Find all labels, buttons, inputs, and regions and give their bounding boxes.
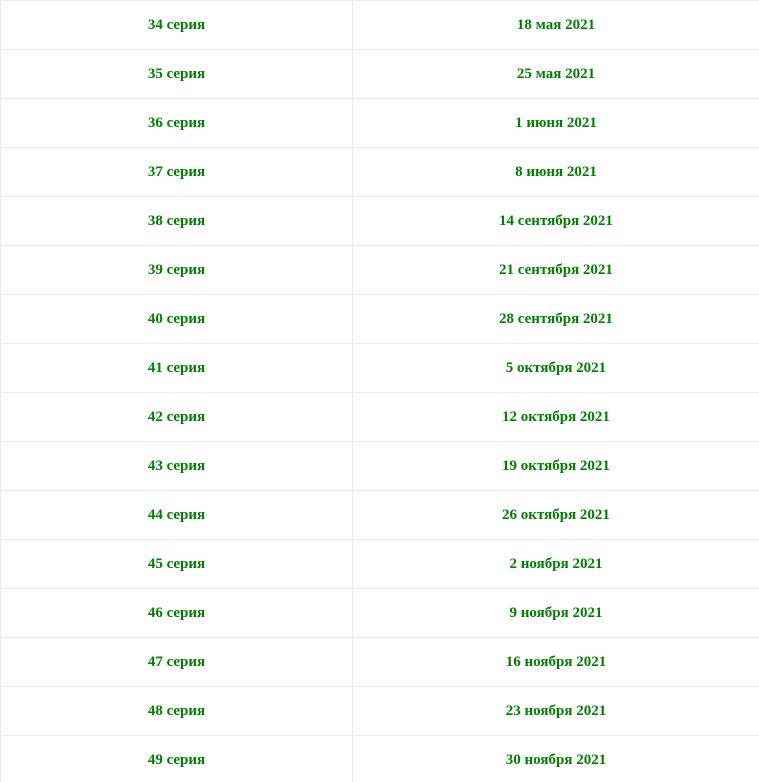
episode-cell: 46 серия	[0, 588, 353, 638]
table-row: 36 серия 1 июня 2021	[0, 98, 759, 148]
table-row: 37 серия 8 июня 2021	[0, 147, 759, 197]
episode-cell: 41 серия	[0, 343, 353, 393]
air-date-cell: 2 ноября 2021	[352, 539, 759, 589]
table-row: 34 серия 18 мая 2021	[0, 0, 759, 50]
air-date-cell: 30 ноября 2021	[352, 735, 759, 782]
table-row: 46 серия 9 ноября 2021	[0, 588, 759, 638]
table-row: 35 серия 25 мая 2021	[0, 49, 759, 99]
table-row: 48 серия 23 ноября 2021	[0, 686, 759, 736]
episode-cell: 43 серия	[0, 441, 353, 491]
episode-cell: 45 серия	[0, 539, 353, 589]
table-row: 45 серия 2 ноября 2021	[0, 539, 759, 589]
episode-cell: 35 серия	[0, 49, 353, 99]
table-row: 41 серия 5 октября 2021	[0, 343, 759, 393]
air-date-cell: 21 сентября 2021	[352, 245, 759, 295]
table-row: 38 серия 14 сентября 2021	[0, 196, 759, 246]
episode-cell: 34 серия	[0, 0, 353, 50]
air-date-cell: 14 сентября 2021	[352, 196, 759, 246]
air-date-cell: 28 сентября 2021	[352, 294, 759, 344]
episode-cell: 48 серия	[0, 686, 353, 736]
table-row: 40 серия 28 сентября 2021	[0, 294, 759, 344]
air-date-cell: 5 октября 2021	[352, 343, 759, 393]
episode-cell: 40 серия	[0, 294, 353, 344]
air-date-cell: 8 июня 2021	[352, 147, 759, 197]
episode-cell: 37 серия	[0, 147, 353, 197]
air-date-cell: 25 мая 2021	[352, 49, 759, 99]
table-row: 39 серия 21 сентября 2021	[0, 245, 759, 295]
episode-cell: 44 серия	[0, 490, 353, 540]
table-row: 44 серия 26 октября 2021	[0, 490, 759, 540]
table-row: 49 серия 30 ноября 2021	[0, 735, 759, 782]
episode-cell: 49 серия	[0, 735, 353, 782]
episode-cell: 38 серия	[0, 196, 353, 246]
air-date-cell: 23 ноября 2021	[352, 686, 759, 736]
air-date-cell: 18 мая 2021	[352, 0, 759, 50]
table-row: 47 серия 16 ноября 2021	[0, 637, 759, 687]
table-row: 42 серия 12 октября 2021	[0, 392, 759, 442]
episode-cell: 42 серия	[0, 392, 353, 442]
episode-cell: 47 серия	[0, 637, 353, 687]
episode-cell: 39 серия	[0, 245, 353, 295]
air-date-cell: 16 ноября 2021	[352, 637, 759, 687]
air-date-cell: 9 ноября 2021	[352, 588, 759, 638]
air-date-cell: 1 июня 2021	[352, 98, 759, 148]
episode-cell: 36 серия	[0, 98, 353, 148]
table-row: 43 серия 19 октября 2021	[0, 441, 759, 491]
air-date-cell: 12 октября 2021	[352, 392, 759, 442]
air-date-cell: 26 октября 2021	[352, 490, 759, 540]
air-date-cell: 19 октября 2021	[352, 441, 759, 491]
